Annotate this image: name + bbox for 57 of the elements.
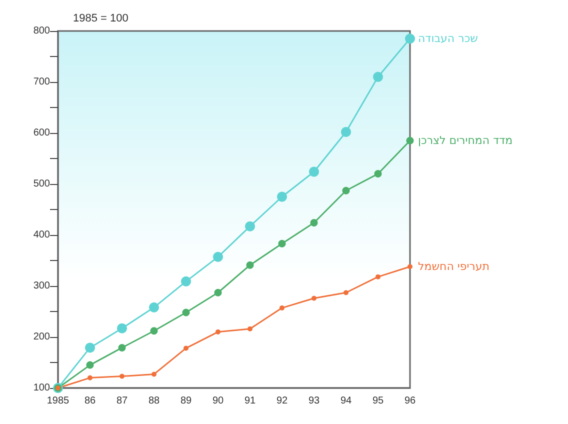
point	[342, 186, 350, 194]
x-tick-label: 95	[372, 396, 384, 406]
series-label: מדד המחירים לצרכן	[418, 134, 513, 148]
x-tick-label: 88	[148, 396, 160, 406]
point	[406, 136, 414, 144]
x-tick-label: 91	[244, 396, 256, 406]
series-label: תעריפי החשמל	[418, 260, 490, 274]
point	[310, 219, 318, 227]
y-tick-label: 500	[33, 178, 50, 190]
point	[118, 344, 126, 352]
point	[182, 308, 190, 316]
y-tick-label: 700	[33, 76, 50, 88]
x-tick-label: 92	[276, 396, 288, 406]
point	[309, 166, 319, 177]
y-tick-label: 300	[33, 280, 50, 292]
point	[405, 34, 415, 44]
point	[344, 290, 348, 296]
x-tick-label: 93	[308, 396, 320, 406]
point	[245, 221, 255, 232]
y-tick-label: 200	[33, 332, 50, 342]
point	[214, 288, 222, 296]
point	[181, 276, 191, 286]
x-tick-label: 86	[84, 396, 96, 406]
point	[117, 323, 127, 334]
y-tick-label: 600	[33, 128, 50, 138]
point	[312, 296, 316, 301]
y-tick-label: 800	[33, 26, 50, 36]
point	[152, 372, 156, 377]
series-label: שכר העבודה	[418, 32, 478, 46]
x-tick-label: 90	[212, 396, 224, 406]
x-tick-label: 94	[340, 396, 352, 406]
point	[86, 361, 94, 369]
x-tick-label: 87	[116, 396, 128, 406]
x-tick-label: 1985	[46, 396, 70, 406]
point	[277, 192, 287, 202]
point	[246, 261, 254, 269]
point	[373, 72, 383, 82]
point	[150, 327, 158, 335]
x-tick-label: 96	[404, 396, 416, 406]
point	[88, 375, 92, 380]
chart-title: 1985 = 100	[73, 12, 128, 24]
point	[120, 374, 124, 379]
y-tick-label: 100	[33, 382, 50, 394]
point	[376, 274, 380, 280]
point	[213, 252, 223, 262]
point	[184, 346, 188, 351]
point	[374, 170, 382, 178]
y-tick-label: 400	[33, 230, 50, 240]
point	[278, 240, 286, 248]
x-tick-label: 89	[180, 396, 192, 406]
point	[216, 329, 220, 334]
point	[280, 305, 284, 310]
point	[341, 126, 351, 137]
point	[149, 302, 159, 312]
point	[85, 342, 95, 353]
point	[408, 264, 412, 270]
point	[248, 326, 252, 332]
